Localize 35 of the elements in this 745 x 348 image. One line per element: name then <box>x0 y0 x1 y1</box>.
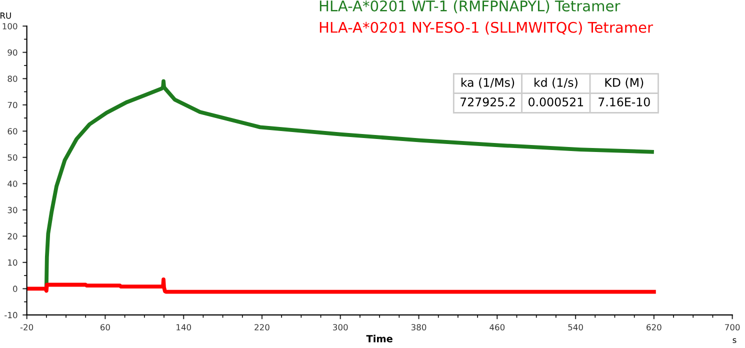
x-tick-label: 60 <box>100 324 110 330</box>
y-tick-label: 60 <box>8 128 18 134</box>
x-tick-label: 300 <box>333 324 348 330</box>
y-tick-label: 70 <box>8 102 18 108</box>
annotation: 727925.2 <box>460 98 515 106</box>
annotation: KD (M) <box>605 78 644 88</box>
x-tick-label: -20 <box>20 324 34 330</box>
annotation: kd (1/s) <box>534 78 578 88</box>
annotation: 7.16E-10 <box>598 98 650 106</box>
x-tick-label: 700 <box>725 324 740 330</box>
x-axis-title: Time <box>366 334 392 342</box>
y-tick-label: 10 <box>8 259 18 266</box>
x-tick-label: 140 <box>176 324 191 330</box>
y-tick-label: 90 <box>8 49 18 56</box>
text: HLA-A*0201 NY-ESO-1 (SLLMWITQC) Tetramer <box>320 22 654 35</box>
y-tick-label: -10 <box>4 312 18 318</box>
y-tick-label: 80 <box>8 76 18 82</box>
y-tick-label: 20 <box>8 233 18 240</box>
y-axis-title: RU <box>0 12 11 19</box>
y-tick-label: 50 <box>8 154 18 161</box>
x-tick-label: 620 <box>646 324 662 330</box>
y-tick-label: 0 <box>13 286 18 292</box>
line-series <box>44 79 654 288</box>
text: s <box>732 338 736 344</box>
x-tick-label: 220 <box>254 324 270 330</box>
y-tick-label: 30 <box>8 206 18 214</box>
y-tick-label: 40 <box>8 180 18 187</box>
line-series <box>26 278 656 294</box>
y-tick-label: 100 <box>2 23 18 30</box>
text: HLA-A*0201 WT-1 (RMFPNAPYL) Tetramer <box>320 0 620 14</box>
annotation: ka (1/Ms) <box>462 78 514 88</box>
x-tick-label: 460 <box>490 324 505 330</box>
x-tick-label: 540 <box>568 324 583 330</box>
x-tick-label: 380 <box>411 324 426 330</box>
annotation: 0.000521 <box>528 98 584 106</box>
